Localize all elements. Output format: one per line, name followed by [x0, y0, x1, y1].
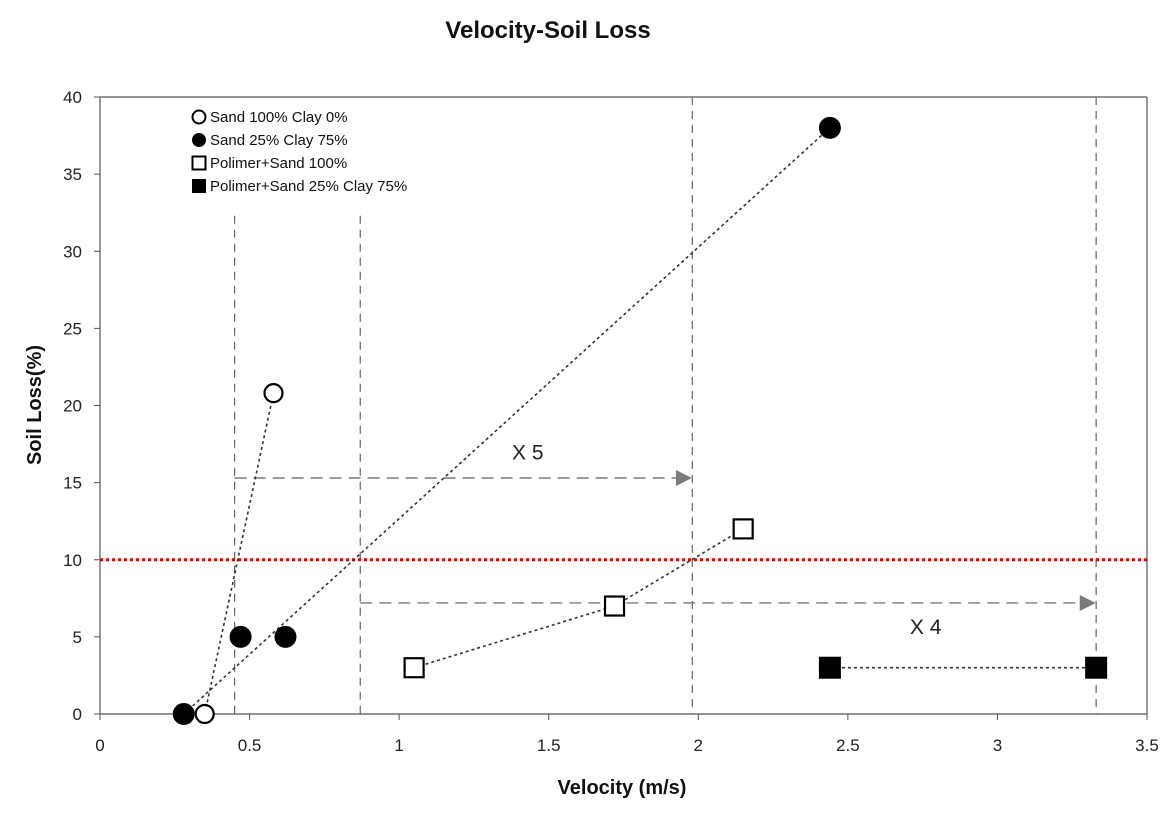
legend-marker — [192, 133, 206, 147]
trend-line — [203, 392, 275, 715]
y-tick-label: 25 — [63, 319, 82, 338]
x-tick-label: 1 — [394, 736, 403, 755]
x-tick-label: 2.5 — [836, 736, 860, 755]
data-point — [403, 657, 425, 679]
trend-line — [413, 528, 744, 669]
legend-marker — [191, 155, 207, 171]
legend-label: Polimer+Sand 25% Clay 75% — [210, 178, 407, 195]
x-tick-label: 2 — [694, 736, 703, 755]
chart-title: Velocity-Soil Loss — [445, 17, 650, 44]
y-tick-label: 5 — [73, 628, 82, 647]
data-point — [274, 625, 297, 648]
data-point — [194, 703, 215, 725]
x-tick-label: 3 — [993, 736, 1002, 755]
data-point — [732, 518, 754, 540]
x-tick-label: 1.5 — [537, 736, 561, 755]
ratio-label: X 5 — [512, 441, 544, 464]
y-tick-label: 40 — [63, 88, 82, 107]
y-tick-label: 10 — [63, 551, 82, 570]
y-tick-label: 0 — [73, 705, 82, 724]
legend-label: Sand 25% Clay 75% — [210, 132, 348, 149]
y-tick-label: 15 — [63, 474, 82, 493]
data-point — [172, 703, 195, 725]
trend-line — [183, 127, 831, 715]
data-point — [229, 625, 252, 648]
y-tick-label: 20 — [63, 397, 82, 416]
data-point — [603, 595, 626, 617]
y-tick-label: 35 — [63, 165, 82, 184]
legend-marker — [191, 109, 207, 125]
ratio-label: X 4 — [910, 616, 942, 639]
x-tick-label: 0 — [95, 736, 104, 755]
x-tick-label: 3.5 — [1135, 736, 1159, 755]
x-axis-label: Velocity (m/s) — [558, 777, 687, 799]
legend-label: Polimer+Sand 100% — [210, 155, 347, 172]
data-point — [263, 383, 284, 404]
x-tick-label: 0.5 — [238, 736, 262, 755]
data-point — [818, 116, 841, 139]
plot-area: 0 5 10 15 20 25 30 35 40 0 0.5 1 1.5 2 2.5 3 3.5 X 5 X 4 Sa… — [63, 88, 1159, 755]
data-point — [1085, 656, 1108, 679]
legend-label: Sand 100% Clay 0% — [210, 109, 348, 126]
legend-marker — [192, 179, 206, 193]
legend: Sand 100% Clay 0% Sand 25% Clay 75% Polime… — [191, 109, 407, 195]
y-tick-label: 30 — [63, 242, 82, 261]
data-point — [818, 656, 841, 679]
y-axis-label: Soil Loss(%) — [24, 345, 46, 465]
